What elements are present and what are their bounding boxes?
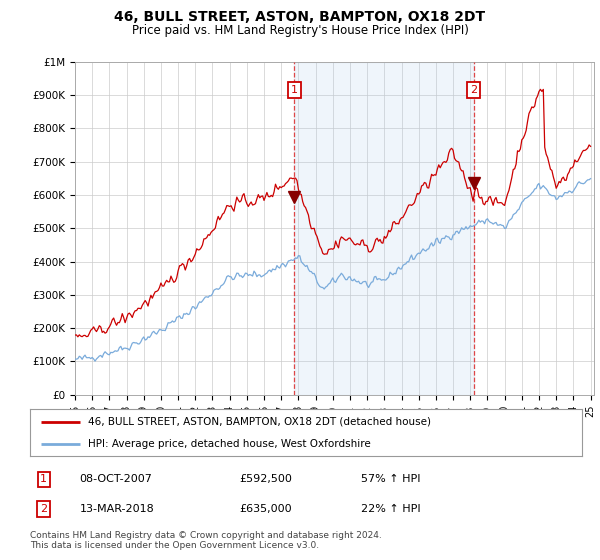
Text: 46, BULL STREET, ASTON, BAMPTON, OX18 2DT (detached house): 46, BULL STREET, ASTON, BAMPTON, OX18 2D… [88, 417, 431, 427]
Text: Contains HM Land Registry data © Crown copyright and database right 2024.
This d: Contains HM Land Registry data © Crown c… [30, 531, 382, 550]
Text: HPI: Average price, detached house, West Oxfordshire: HPI: Average price, detached house, West… [88, 438, 371, 449]
Text: 1: 1 [40, 474, 47, 484]
Text: £592,500: £592,500 [240, 474, 293, 484]
Text: £635,000: £635,000 [240, 504, 292, 514]
Text: 1: 1 [291, 85, 298, 95]
Bar [295, 62, 474, 395]
Text: 46, BULL STREET, ASTON, BAMPTON, OX18 2DT: 46, BULL STREET, ASTON, BAMPTON, OX18 2D… [115, 10, 485, 24]
Text: 08-OCT-2007: 08-OCT-2007 [80, 474, 152, 484]
Text: 2: 2 [470, 85, 477, 95]
Text: 57% ↑ HPI: 57% ↑ HPI [361, 474, 421, 484]
Text: 22% ↑ HPI: 22% ↑ HPI [361, 504, 421, 514]
Text: 13-MAR-2018: 13-MAR-2018 [80, 504, 154, 514]
Text: 2: 2 [40, 504, 47, 514]
Text: Price paid vs. HM Land Registry's House Price Index (HPI): Price paid vs. HM Land Registry's House … [131, 24, 469, 36]
